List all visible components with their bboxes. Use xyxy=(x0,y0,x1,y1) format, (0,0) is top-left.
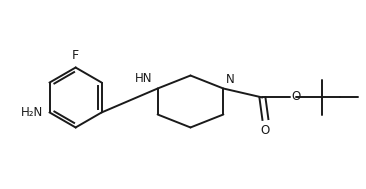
Text: N: N xyxy=(226,73,235,85)
Text: H₂N: H₂N xyxy=(20,106,43,119)
Text: O: O xyxy=(291,90,300,103)
Text: F: F xyxy=(72,49,79,62)
Text: HN: HN xyxy=(135,71,153,84)
Text: O: O xyxy=(261,124,270,137)
